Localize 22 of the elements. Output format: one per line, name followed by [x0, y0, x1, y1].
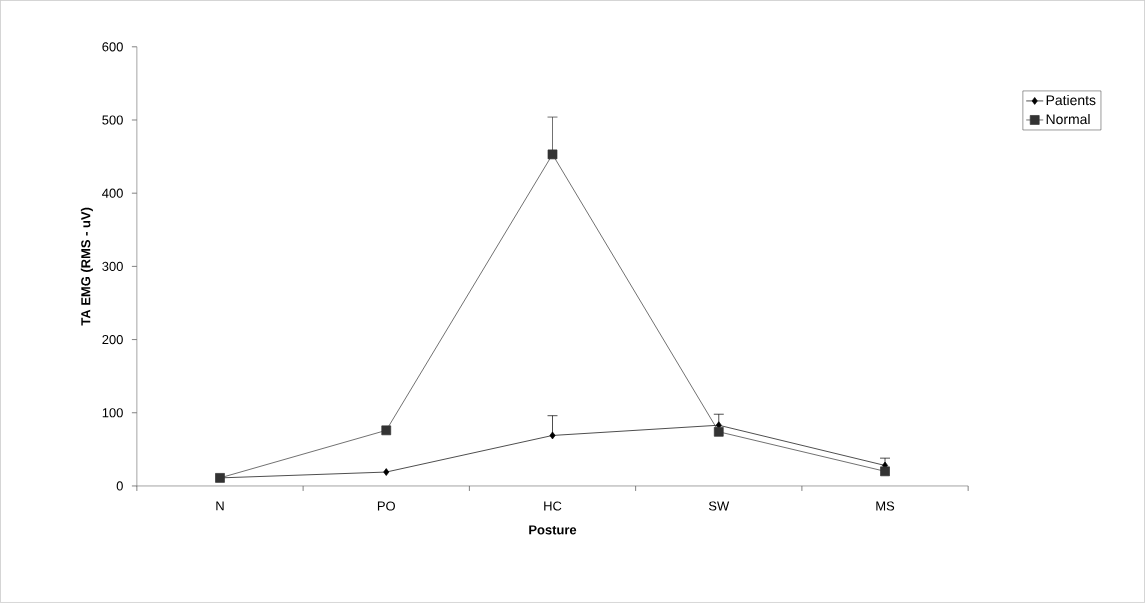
point — [547, 149, 558, 160]
y-tick-label: 100 — [102, 408, 123, 418]
legend-label: Normal — [1046, 114, 1090, 125]
y-tick-label: 200 — [102, 335, 123, 345]
y-tick-label: 0 — [116, 481, 123, 491]
point — [383, 468, 390, 476]
point — [549, 431, 556, 440]
y-tick-label: 400 — [102, 188, 123, 198]
y-tick-label: 500 — [102, 115, 123, 125]
x-axis-title: Posture — [529, 525, 577, 535]
x-tick-label: HC — [544, 501, 562, 511]
x-tick-label: MS — [876, 501, 895, 511]
point — [713, 427, 724, 437]
x-tick-label: PO — [377, 501, 395, 511]
x-tick-label: N — [216, 501, 224, 511]
point — [880, 466, 890, 477]
x-tick-label: SW — [708, 501, 730, 511]
y-tick-label: 300 — [102, 261, 123, 272]
point — [381, 425, 392, 436]
legend-label: Patients — [1046, 95, 1096, 106]
y-axis-title: TA EMG (RMS - uV) — [80, 207, 93, 326]
y-tick-label: 600 — [102, 42, 123, 52]
